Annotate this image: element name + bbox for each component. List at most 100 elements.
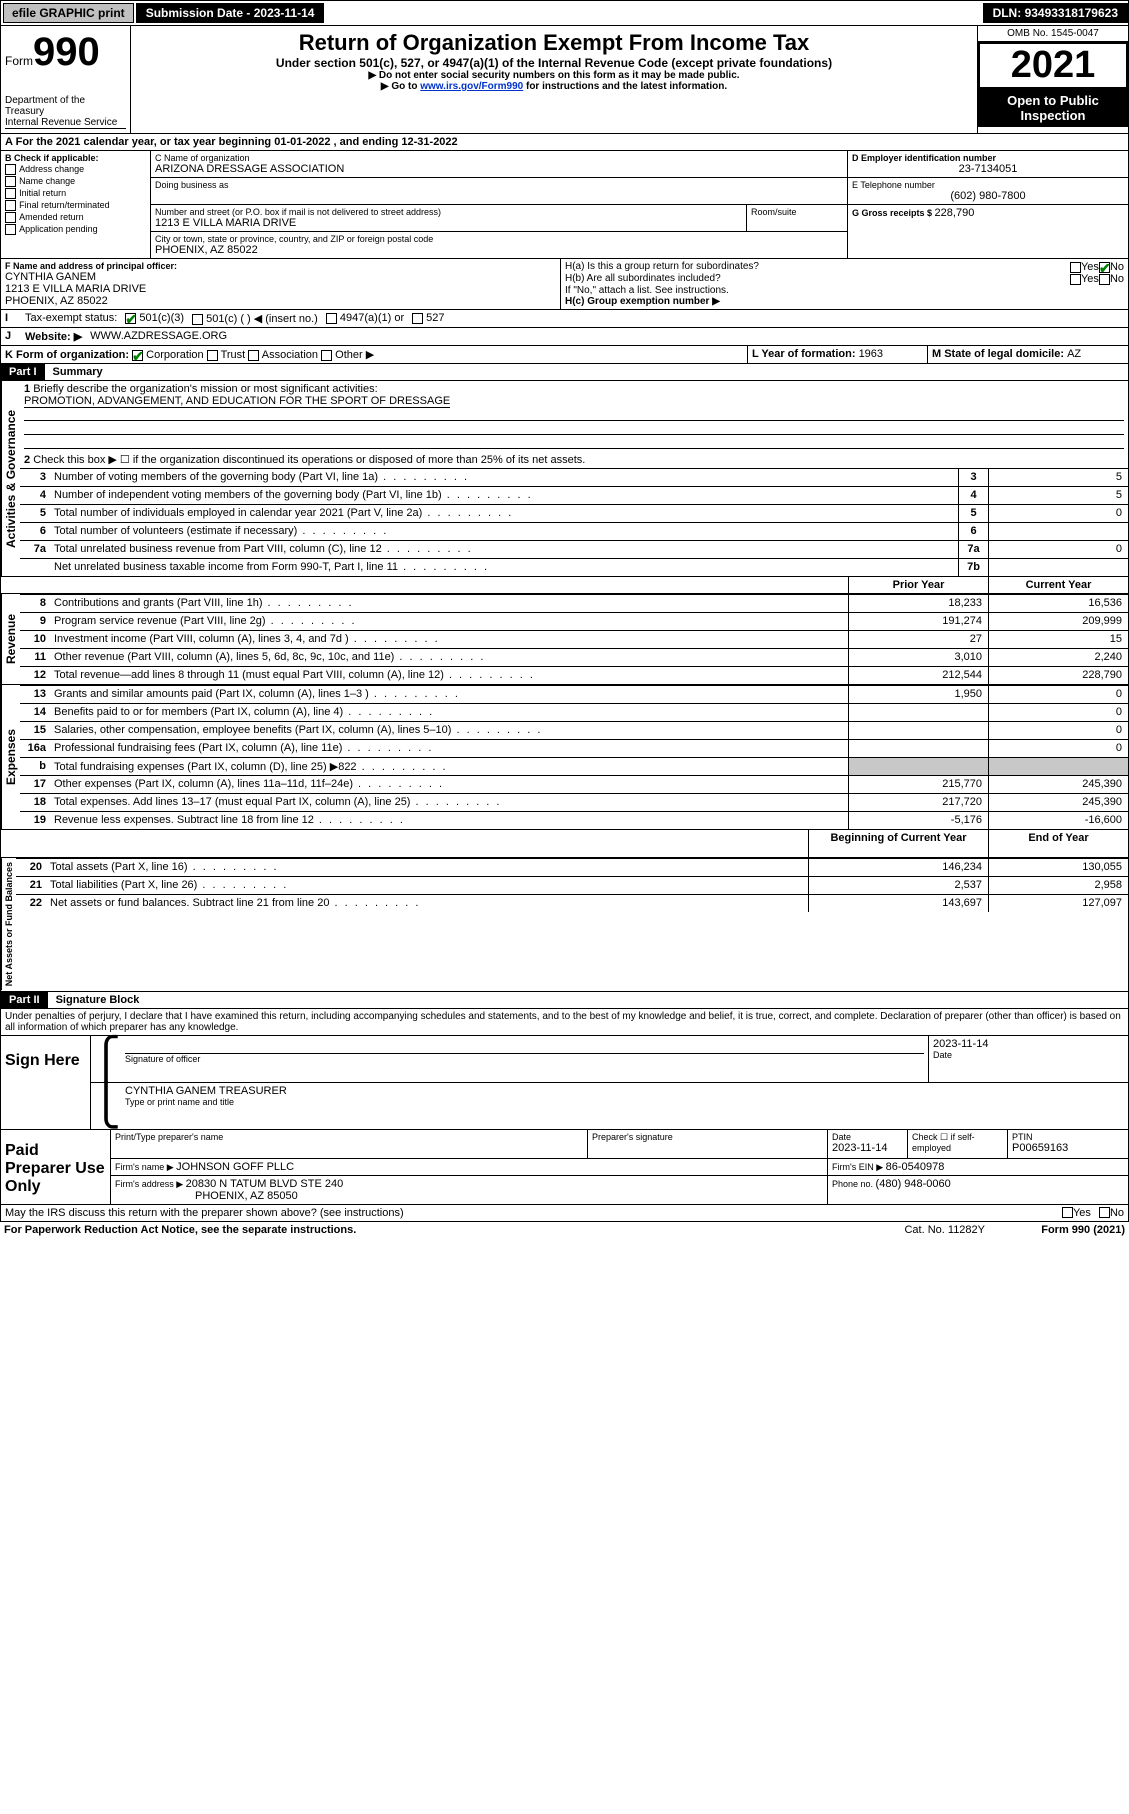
- officer-group-block: F Name and address of principal officer:…: [1, 259, 1128, 310]
- line-8: 8Contributions and grants (Part VIII, li…: [20, 594, 1128, 612]
- preparer-date: 2023-11-14: [832, 1142, 903, 1154]
- line-20: 20Total assets (Part X, line 16)146,2341…: [16, 858, 1128, 876]
- irs-label: Internal Revenue Service: [5, 117, 126, 129]
- gov-line-7a: 7aTotal unrelated business revenue from …: [20, 540, 1128, 558]
- box-f: F Name and address of principal officer:…: [1, 259, 561, 309]
- firm-phone: (480) 948-0060: [876, 1178, 951, 1190]
- check-initial-return[interactable]: Initial return: [5, 187, 146, 199]
- sign-date: 2023-11-14: [933, 1038, 1124, 1050]
- line-klm: K Form of organization: Corporation Trus…: [1, 346, 1128, 364]
- k-corp[interactable]: Corporation: [132, 349, 204, 361]
- line-13: 13Grants and similar amounts paid (Part …: [20, 685, 1128, 703]
- tax-status-501c3[interactable]: 501(c)(3): [121, 310, 188, 327]
- line-15: 15Salaries, other compensation, employee…: [20, 721, 1128, 739]
- check-address-change[interactable]: Address change: [5, 163, 146, 175]
- line-19: 19Revenue less expenses. Subtract line 1…: [20, 811, 1128, 829]
- state-domicile: AZ: [1067, 348, 1081, 360]
- line-9: 9Program service revenue (Part VIII, lin…: [20, 612, 1128, 630]
- instructions-link-row: ▶ Go to www.irs.gov/Form990 for instruct…: [135, 81, 973, 92]
- footer-row: For Paperwork Reduction Act Notice, see …: [0, 1222, 1129, 1238]
- year-formation: 1963: [859, 348, 883, 360]
- ein: 23-7134051: [852, 163, 1124, 175]
- year-block: OMB No. 1545-0047 2021 Open to Public In…: [978, 26, 1128, 133]
- dba-value: [155, 190, 843, 202]
- section-expenses: Expenses 13Grants and similar amounts pa…: [1, 685, 1128, 830]
- officer-signature[interactable]: [125, 1038, 924, 1054]
- section-governance: Activities & Governance 1 Briefly descri…: [1, 381, 1128, 577]
- check-amended-return[interactable]: Amended return: [5, 211, 146, 223]
- discuss-no[interactable]: No: [1095, 1205, 1128, 1221]
- discuss-row: May the IRS discuss this return with the…: [1, 1205, 1128, 1221]
- topbar: efile GRAPHIC print Submission Date - 20…: [1, 1, 1128, 26]
- line-11: 11Other revenue (Part VIII, column (A), …: [20, 648, 1128, 666]
- form-subtitle: Under section 501(c), 527, or 4947(a)(1)…: [135, 56, 973, 70]
- perjury-statement: Under penalties of perjury, I declare th…: [1, 1009, 1128, 1036]
- line-i: I Tax-exempt status: 501(c)(3) 501(c) ( …: [1, 310, 1128, 328]
- officer-city: PHOENIX, AZ 85022: [5, 295, 556, 307]
- org-city: PHOENIX, AZ 85022: [155, 244, 843, 256]
- org-name: ARIZONA DRESSAGE ASSOCIATION: [155, 163, 843, 175]
- dept-label: Department of the Treasury: [5, 95, 126, 117]
- box-h: H(a) Is this a group return for subordin…: [561, 259, 1128, 309]
- line-16a: 16aProfessional fundraising fees (Part I…: [20, 739, 1128, 757]
- h-a-yes[interactable]: Yes: [1070, 261, 1099, 273]
- tax-status-4947[interactable]: 4947(a)(1) or: [322, 310, 408, 327]
- gov-line-4: 4Number of independent voting members of…: [20, 486, 1128, 504]
- gov-line-7b: Net unrelated business taxable income fr…: [20, 558, 1128, 576]
- h-c: H(c) Group exemption number ▶: [565, 296, 1124, 307]
- line-22: 22Net assets or fund balances. Subtract …: [16, 894, 1128, 912]
- part1-header: Part I Summary: [1, 364, 1128, 381]
- officer-printed-name: CYNTHIA GANEM TREASURER: [125, 1085, 1124, 1097]
- instructions-link[interactable]: www.irs.gov/Form990: [420, 81, 523, 92]
- self-employed-check[interactable]: Check ☐ if self-employed: [908, 1130, 1008, 1158]
- tax-year-end: 12-31-2022: [401, 136, 457, 148]
- section-revenue: Revenue 8Contributions and grants (Part …: [1, 594, 1128, 685]
- ssn-warning: ▶ Do not enter social security numbers o…: [135, 70, 973, 81]
- tax-status-501c[interactable]: 501(c) ( ) ◀ (insert no.): [188, 310, 322, 327]
- line-17: 17Other expenses (Part IX, column (A), l…: [20, 775, 1128, 793]
- line-18: 18Total expenses. Add lines 13–17 (must …: [20, 793, 1128, 811]
- col-header-2: Net Beginning of Current Year End of Yea…: [1, 830, 1128, 858]
- gross-receipts: 228,790: [935, 207, 975, 219]
- part2-header: Part II Signature Block: [1, 992, 1128, 1009]
- tax-year: 2021: [978, 42, 1128, 89]
- line-14: 14Benefits paid to or for members (Part …: [20, 703, 1128, 721]
- k-other[interactable]: Other ▶: [321, 349, 374, 361]
- k-assoc[interactable]: Association: [248, 349, 318, 361]
- check-application-pending[interactable]: Application pending: [5, 223, 146, 235]
- preparer-name: [115, 1142, 583, 1156]
- section-net-assets: Net Assets or Fund Balances 20Total asse…: [1, 858, 1128, 991]
- line-b: bTotal fundraising expenses (Part IX, co…: [20, 757, 1128, 775]
- mission: PROMOTION, ADVANGEMENT, AND EDUCATION FO…: [24, 395, 450, 408]
- form-title-block: Return of Organization Exempt From Incom…: [131, 26, 978, 133]
- k-trust[interactable]: Trust: [207, 349, 246, 361]
- check-name-change[interactable]: Name change: [5, 175, 146, 187]
- line-12: 12Total revenue—add lines 8 through 11 (…: [20, 666, 1128, 684]
- discuss-yes[interactable]: Yes: [1058, 1205, 1095, 1221]
- ptin: P00659163: [1012, 1142, 1124, 1154]
- check-final-return[interactable]: Final return/terminated: [5, 199, 146, 211]
- col-header-1: b Prior Year Current Year: [1, 577, 1128, 594]
- identity-block: B Check if applicable: Address change Na…: [1, 151, 1128, 259]
- gov-line-5: 5Total number of individuals employed in…: [20, 504, 1128, 522]
- h-a-no[interactable]: No: [1099, 261, 1124, 273]
- preparer-block: Paid Preparer Use Only Print/Type prepar…: [1, 1130, 1128, 1205]
- line-j: J Website: ▶ WWW.AZDRESSAGE.ORG: [1, 328, 1128, 346]
- efile-print-button[interactable]: efile GRAPHIC print: [3, 3, 134, 23]
- box-deg: D Employer identification number 23-7134…: [848, 151, 1128, 258]
- form-title: Return of Organization Exempt From Incom…: [135, 30, 973, 56]
- gov-line-6: 6Total number of volunteers (estimate if…: [20, 522, 1128, 540]
- website: WWW.AZDRESSAGE.ORG: [86, 328, 231, 345]
- form-identifier: Form990 Department of the Treasury Inter…: [1, 26, 131, 133]
- h-b-yes[interactable]: Yes: [1070, 273, 1099, 285]
- firm-address: 20830 N TATUM BLVD STE 240: [186, 1178, 344, 1190]
- public-inspection: Open to Public Inspection: [978, 89, 1128, 127]
- box-c: C Name of organization ARIZONA DRESSAGE …: [151, 151, 848, 258]
- form-header: Form990 Department of the Treasury Inter…: [1, 26, 1128, 134]
- h-b-no[interactable]: No: [1099, 273, 1124, 285]
- tax-status-527[interactable]: 527: [408, 310, 448, 327]
- sign-block: Sign Here ⎧ Signature of officer 2023-11…: [1, 1036, 1128, 1130]
- gov-line-3: 3Number of voting members of the governi…: [20, 468, 1128, 486]
- box-b: B Check if applicable: Address change Na…: [1, 151, 151, 258]
- omb-number: OMB No. 1545-0047: [978, 26, 1128, 42]
